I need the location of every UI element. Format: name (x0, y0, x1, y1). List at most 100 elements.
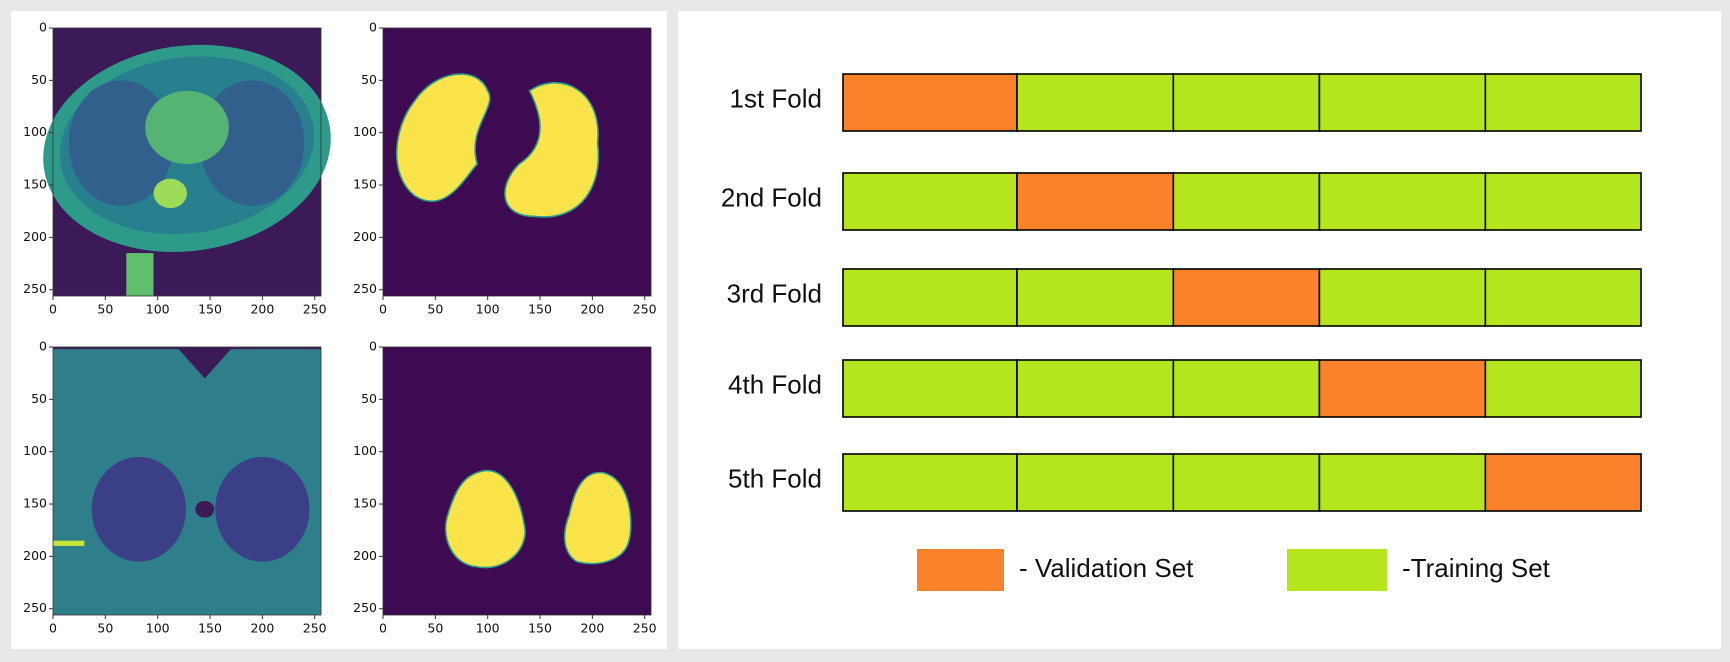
y-tick-label: 200 (353, 548, 377, 563)
y-tick-label: 100 (23, 124, 47, 139)
y-tick-label: 200 (23, 548, 47, 563)
y-tick-label: 100 (23, 443, 47, 458)
fold-segment (1016, 359, 1175, 418)
image-frame (382, 346, 652, 616)
x-tick-label: 0 (49, 621, 57, 636)
y-tick-label: 250 (353, 600, 377, 615)
fold-segment (1172, 359, 1321, 418)
x-tick-label: 250 (633, 621, 657, 636)
fold-segment (842, 172, 1018, 231)
x-tick-label: 150 (198, 621, 222, 636)
fold-label: 1st Fold (730, 83, 823, 113)
fold-segment (1484, 73, 1642, 132)
fold-label: 4th Fold (728, 369, 822, 399)
y-tick-label: 150 (23, 496, 47, 511)
lung-mask (563, 471, 632, 565)
x-tick-label: 0 (379, 302, 387, 317)
fold-segment (1016, 453, 1175, 512)
y-tick-label: 0 (369, 20, 377, 35)
x-tick-label: 50 (427, 621, 443, 636)
image-frame (52, 27, 322, 297)
fold-segment (1484, 359, 1642, 418)
x-tick-label: 100 (146, 621, 170, 636)
y-tick-label: 100 (353, 443, 377, 458)
y-tick-label: 0 (369, 339, 377, 354)
x-tick-label: 0 (49, 302, 57, 317)
fold-segment (842, 268, 1018, 327)
y-tick-label: 50 (361, 72, 377, 87)
x-tick-label: 200 (250, 302, 274, 317)
x-tick-label: 50 (97, 621, 113, 636)
x-tick-label: 200 (580, 621, 604, 636)
x-tick-label: 150 (528, 621, 552, 636)
y-tick-label: 150 (23, 177, 47, 192)
x-tick-label: 50 (427, 302, 443, 317)
fold-segment (1484, 172, 1642, 231)
x-tick-label: 150 (198, 302, 222, 317)
y-tick-label: 150 (353, 177, 377, 192)
y-tick-label: 250 (23, 281, 47, 296)
legend-swatch (917, 549, 1004, 591)
fold-segment (1172, 172, 1321, 231)
fold-label: 2nd Fold (721, 182, 822, 212)
legend-label: -Training Set (1402, 553, 1551, 583)
scan-line (53, 540, 85, 546)
fold-segment (1172, 453, 1321, 512)
spine (153, 178, 187, 209)
fold-segment (1016, 172, 1175, 231)
x-tick-label: 100 (146, 302, 170, 317)
fold-segment (1016, 268, 1175, 327)
fold-segment (1484, 453, 1642, 512)
x-tick-label: 100 (476, 302, 500, 317)
y-tick-label: 250 (23, 600, 47, 615)
fold-segment (842, 73, 1018, 132)
fold-label: 3rd Fold (727, 278, 822, 308)
y-tick-label: 100 (353, 124, 377, 139)
lung-left (68, 80, 174, 206)
y-tick-label: 50 (31, 391, 47, 406)
fold-segment (842, 453, 1018, 512)
y-tick-label: 0 (39, 20, 47, 35)
fold-segment (842, 359, 1018, 418)
image-frame (52, 346, 322, 616)
lung-mask (395, 73, 491, 203)
heart (145, 90, 229, 165)
x-tick-label: 0 (379, 621, 387, 636)
x-tick-label: 100 (476, 621, 500, 636)
fold-segment (1318, 73, 1487, 132)
y-tick-label: 150 (353, 496, 377, 511)
x-tick-label: 250 (633, 302, 657, 317)
x-tick-label: 200 (250, 621, 274, 636)
lung-left (91, 456, 186, 562)
fold-segment (1318, 268, 1487, 327)
lung-mask (504, 82, 600, 218)
fold-segment (1484, 268, 1642, 327)
trachea (195, 500, 215, 518)
image (43, 28, 331, 296)
lung-right (199, 80, 305, 206)
y-tick-label: 50 (31, 72, 47, 87)
scan-notch (53, 347, 321, 379)
y-tick-label: 0 (39, 339, 47, 354)
x-tick-label: 250 (303, 621, 327, 636)
y-tick-label: 200 (23, 229, 47, 244)
image (383, 347, 651, 615)
fold-segment (1172, 268, 1321, 327)
y-tick-label: 250 (353, 281, 377, 296)
legend-swatch (1287, 549, 1387, 591)
lung-right (215, 456, 310, 562)
x-tick-label: 250 (303, 302, 327, 317)
legend-label: - Validation Set (1019, 553, 1194, 583)
x-tick-label: 200 (580, 302, 604, 317)
fold-segment (1318, 453, 1487, 512)
fold-segment (1016, 73, 1175, 132)
fold-label: 5th Fold (728, 463, 822, 493)
image-frame (382, 27, 652, 297)
fold-segment (1318, 359, 1487, 418)
y-tick-label: 50 (361, 391, 377, 406)
fold-segment (1318, 172, 1487, 231)
lung-mask (444, 469, 526, 569)
y-tick-label: 200 (353, 229, 377, 244)
